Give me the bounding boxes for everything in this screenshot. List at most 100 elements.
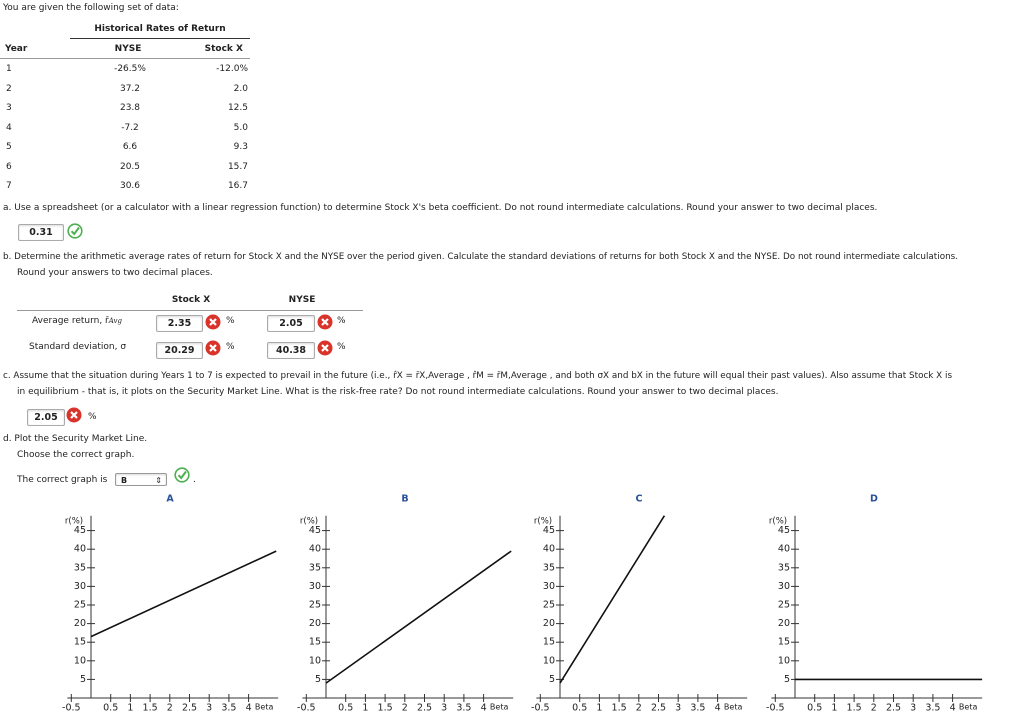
x-tick-label: 1.5 [847,703,862,713]
icon-mark [321,318,329,326]
x-tick-label: 1.5 [612,703,627,713]
table-cell: 2.0 [233,84,248,94]
y-tick-label: 25 [778,600,790,611]
x-tick-label: 2.5 [651,703,666,713]
y-axis-label: r(%) [300,517,318,527]
y-tick-label: 20 [74,618,86,629]
error-icon [317,314,333,330]
x-tick-label: 3.5 [925,703,940,713]
x-tick-label: 4 [950,703,956,713]
x-tick-label: 3.5 [690,703,705,713]
unit: % [337,342,346,352]
intro: You are given the following set of data: [3,3,179,13]
error-icon [317,340,333,356]
table-cell: 5.0 [233,123,248,133]
col-header: Year [5,44,28,54]
table-cell: 5 [6,142,12,152]
icon-circle [67,223,83,239]
x-tick-label: 2 [636,703,642,713]
answer-box[interactable]: 2.05 [27,409,65,426]
table-cell: 2 [6,84,12,94]
error-icon [66,407,82,423]
y-tick-label: 10 [778,655,790,666]
y-axis-label: r(%) [65,517,83,527]
y-tick-label: 30 [778,581,790,592]
table-cell: 12.5 [227,103,248,113]
y-tick-label: 30 [74,581,86,592]
select-arrow: ⇕ [155,476,162,485]
table-cell: 6.6 [122,142,138,152]
y-tick-label: 40 [309,544,321,555]
icon-mark [209,318,217,326]
rule [0,58,250,59]
table-cell: -12.0% [216,64,248,74]
y-tick-label: 5 [80,674,86,685]
label-sub: Avg [108,317,122,325]
y-tick-label: 45 [309,525,321,536]
y-tick-label: 5 [549,674,555,685]
icon-mark [70,226,80,236]
selected: B [121,476,128,485]
y-axis-label: r(%) [769,517,787,527]
x-tick-label: 1 [127,703,133,713]
icon-mark [209,344,217,352]
x-tick-label: 2 [402,703,408,713]
answer-box[interactable]: 0.31 [18,224,64,241]
table-cell: 3 [6,103,12,113]
error-icon [205,314,221,330]
question: in equilibrium - that is, it plots on th… [17,387,779,397]
graph-title: C [636,494,643,505]
x-tick-label: 3.5 [221,703,236,713]
icon-mark [177,470,187,480]
question: b. Determine the arithmetic average rate… [3,252,959,262]
y-tick-label: 15 [778,637,790,648]
y-tick-label: 35 [74,562,86,573]
y-tick-label: 30 [543,581,555,592]
graph-title: A [166,494,174,505]
col-header: Stock X [171,295,211,305]
y-tick-label: 20 [778,618,790,629]
y-tick-label: 20 [309,618,321,629]
x-tick-label: 4 [715,703,721,713]
y-tick-label: 15 [309,637,321,648]
check-icon [67,223,83,239]
graph-select[interactable]: B ⇕ [115,473,167,486]
x-tick-label: 1 [596,703,602,713]
col-header: NYSE [114,44,142,54]
y-axis-label: r(%) [534,517,552,527]
x-axis-label: Beta [724,703,743,712]
y-tick-label: 45 [543,525,555,536]
table-cell: 16.7 [227,181,248,191]
table-cell: 20.5 [119,162,141,172]
unit: % [337,316,346,326]
x-tick-label: 3 [910,703,916,713]
answer-box[interactable]: 2.05 [267,315,315,332]
x-tick-label: 3 [675,703,681,713]
y-tick-label: 10 [309,655,321,666]
x-tick-label: 3 [441,703,447,713]
sml-line [559,515,666,684]
x-tick-label: 2.5 [886,703,901,713]
sml-line [325,550,512,684]
x-tick-label: 4 [246,703,252,713]
answer-box[interactable]: 20.29 [156,342,203,359]
col-header: NYSE [288,295,316,305]
answer-box[interactable]: 40.38 [267,342,315,359]
x-tick-label: 3 [206,703,212,713]
question: Round your answers to two decimal places… [17,268,213,278]
y-tick-label: 5 [315,674,321,685]
rule [17,310,363,311]
question: c. Assume that the situation during Year… [3,371,953,381]
unit: % [88,412,97,422]
icon-mark [70,411,78,419]
x-tick-label: 1.5 [143,703,158,713]
table-cell: 30.6 [119,181,141,191]
period: . [193,475,196,485]
rule [70,38,250,39]
x-axis-label: Beta [959,703,978,712]
table-cell: 1 [6,64,12,74]
answer-box[interactable]: 2.35 [156,315,203,332]
y-tick-label: 40 [543,544,555,555]
